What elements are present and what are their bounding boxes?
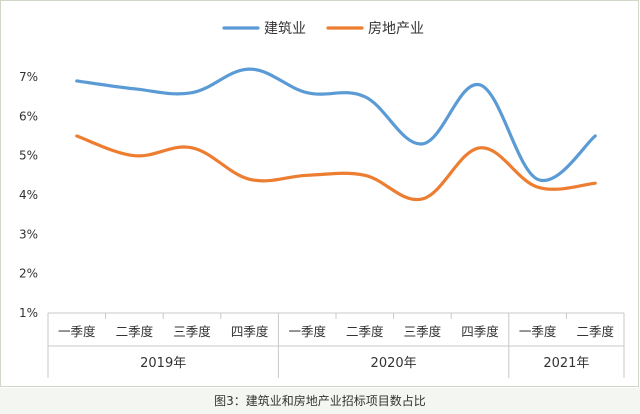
y-tick-label: 2% [19, 267, 38, 281]
legend-label-1: 建筑业 [264, 21, 306, 37]
x-tick-label: 一季度 [58, 324, 96, 339]
series-line-1 [75, 67, 597, 183]
x-tick-label: 三季度 [173, 324, 211, 339]
x-group-label: 2020年 [371, 356, 417, 371]
y-tick-label: 1% [19, 306, 38, 320]
x-tick-label: 二季度 [116, 324, 154, 339]
x-tick-label: 四季度 [231, 324, 269, 339]
y-tick-label: 4% [19, 188, 38, 202]
line-chart: 1% 2% 3% 4% 5% 6% 7% 一季度 二季度 三季度 四季度 一季度 二季度 三季度 四季度 一季… [19, 21, 625, 378]
x-tick-label: 三季度 [404, 324, 442, 339]
y-tick-label: 3% [19, 227, 38, 241]
chart-frame [0, 0, 639, 387]
x-tick-label: 一季度 [519, 324, 557, 339]
x-tick-label: 一季度 [288, 324, 326, 339]
x-tick-label: 四季度 [461, 324, 499, 339]
series-line-2 [75, 134, 597, 202]
legend-label-2: 房地产业 [368, 21, 424, 37]
figure-caption: 图3：建筑业和房地产业招标项目数占比 [214, 394, 426, 408]
y-tick-label: 6% [19, 109, 38, 123]
y-tick-label: 7% [19, 70, 38, 84]
x-tick-label: 二季度 [576, 324, 614, 339]
y-tick-label: 5% [19, 149, 38, 163]
figure-caption-bar: 图3：建筑业和房地产业招标项目数占比 [0, 388, 640, 414]
x-group-label: 2021年 [543, 356, 589, 371]
x-tick-label: 二季度 [346, 324, 384, 339]
x-group-label: 2019年 [140, 356, 186, 371]
